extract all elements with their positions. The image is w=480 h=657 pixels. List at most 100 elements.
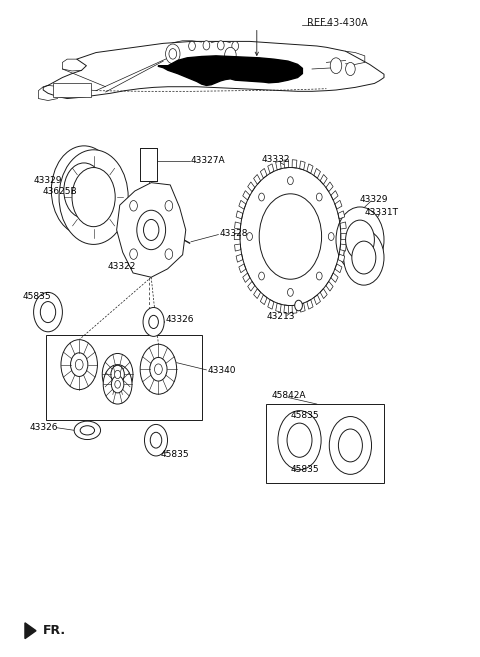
Polygon shape [326,281,333,291]
Polygon shape [320,175,327,185]
Circle shape [51,146,117,235]
Circle shape [59,150,128,244]
Polygon shape [253,288,261,298]
Circle shape [150,357,167,381]
Circle shape [111,365,124,384]
Polygon shape [234,233,240,240]
Polygon shape [117,183,186,277]
Circle shape [295,300,302,311]
Polygon shape [326,182,333,192]
Polygon shape [236,211,243,219]
Polygon shape [235,244,241,251]
Text: FR.: FR. [43,624,66,637]
Circle shape [169,49,177,59]
Circle shape [203,41,210,50]
Polygon shape [284,305,288,313]
Text: 43326: 43326 [166,315,194,325]
Circle shape [115,371,120,378]
Circle shape [143,307,164,336]
Circle shape [344,230,384,285]
Circle shape [189,41,195,51]
Polygon shape [338,254,345,262]
Polygon shape [335,200,342,209]
Circle shape [155,364,162,374]
Circle shape [330,58,342,74]
Polygon shape [260,295,267,305]
Polygon shape [276,303,281,312]
Circle shape [140,344,177,394]
Polygon shape [248,182,255,192]
Circle shape [61,340,97,390]
Polygon shape [341,233,347,240]
Circle shape [232,41,239,51]
Circle shape [247,233,252,240]
Circle shape [150,432,162,448]
Polygon shape [268,300,274,309]
Ellipse shape [74,421,101,440]
Circle shape [259,194,322,279]
Polygon shape [335,264,342,273]
Circle shape [336,207,384,273]
Ellipse shape [80,426,95,435]
Text: 45835: 45835 [290,411,319,420]
Circle shape [329,417,372,474]
Polygon shape [248,281,255,291]
Circle shape [166,44,180,64]
Polygon shape [243,273,250,283]
Text: REF.43-430A: REF.43-430A [307,18,368,28]
Text: 45842A: 45842A [271,391,306,400]
Circle shape [278,411,321,470]
Text: 43322: 43322 [108,261,136,271]
Polygon shape [300,303,305,312]
Circle shape [328,233,334,240]
Circle shape [75,359,83,370]
Polygon shape [253,175,261,185]
Polygon shape [276,161,281,170]
Text: 43340: 43340 [207,366,236,375]
Circle shape [34,292,62,332]
Circle shape [72,168,115,227]
Polygon shape [235,222,241,229]
Text: 43213: 43213 [266,312,295,321]
Circle shape [130,249,137,260]
Bar [46,335,202,420]
Polygon shape [292,305,297,313]
Polygon shape [340,244,346,251]
Polygon shape [25,623,36,639]
Polygon shape [260,168,267,178]
Polygon shape [243,191,250,200]
Circle shape [130,200,137,211]
Text: 43332: 43332 [262,155,290,164]
Text: 43331T: 43331T [365,208,399,217]
Polygon shape [307,164,313,173]
Circle shape [316,193,322,201]
Text: 45835: 45835 [290,465,319,474]
Circle shape [149,315,158,328]
Text: 43625B: 43625B [42,187,77,196]
Circle shape [137,210,166,250]
Text: 43329: 43329 [34,175,62,185]
Circle shape [144,219,159,240]
Bar [140,148,157,181]
Circle shape [288,177,293,185]
Polygon shape [158,56,302,85]
Circle shape [316,272,322,280]
Circle shape [352,241,376,274]
Polygon shape [239,200,246,209]
Polygon shape [331,273,338,283]
Polygon shape [284,160,288,168]
Polygon shape [239,264,246,273]
Circle shape [259,193,264,201]
Polygon shape [338,211,345,219]
Bar [53,83,91,97]
Circle shape [111,376,124,393]
Circle shape [225,47,236,63]
Circle shape [217,41,224,50]
Circle shape [71,353,88,376]
Polygon shape [320,288,327,298]
Polygon shape [331,191,338,200]
Circle shape [115,380,120,388]
Polygon shape [307,300,313,309]
Circle shape [64,163,104,218]
Polygon shape [340,222,346,229]
